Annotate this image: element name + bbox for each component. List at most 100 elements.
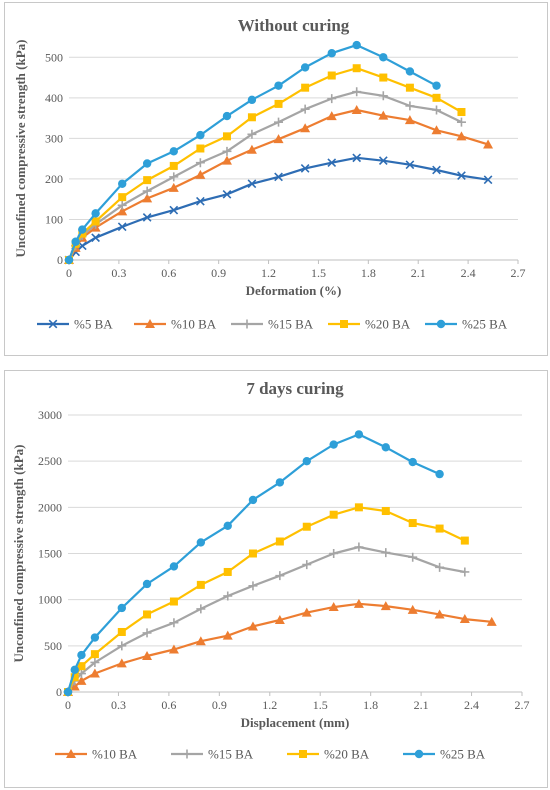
y-axis-title: Unconfined compressive strength (kPa) bbox=[13, 40, 28, 258]
data-point bbox=[91, 209, 100, 218]
data-point bbox=[142, 159, 152, 168]
data-point bbox=[327, 71, 336, 80]
legend-marker bbox=[182, 749, 192, 759]
series-line bbox=[67, 545, 466, 693]
chart-panel-without-curing: Without curing 0 100 200 300 400 500 0 0.3 0.6 0.9… bbox=[4, 2, 548, 356]
chart-7-days-curing: 7 days curing 0 500 1000 1500 2000 2500 3000 0 0.… bbox=[11, 379, 530, 762]
legend-label: %20 BA bbox=[365, 317, 411, 332]
data-point bbox=[142, 579, 152, 589]
data-point bbox=[431, 125, 442, 135]
data-point bbox=[300, 63, 310, 72]
data-point bbox=[169, 172, 179, 182]
data-point bbox=[327, 94, 337, 104]
y-tick-label: 2500 bbox=[38, 454, 62, 468]
legend-label: %15 BA bbox=[208, 747, 254, 762]
data-point bbox=[457, 108, 466, 117]
data-point bbox=[432, 93, 441, 102]
legend-marker bbox=[48, 319, 58, 329]
data-point bbox=[247, 113, 256, 122]
legend-label: %15 BA bbox=[268, 317, 314, 332]
legend-item: %10 BA bbox=[55, 747, 138, 762]
data-point bbox=[275, 571, 285, 581]
data-point bbox=[63, 687, 73, 697]
y-tick-label: 500 bbox=[44, 639, 62, 653]
y-tick-label: 0 bbox=[56, 685, 62, 699]
data-point bbox=[352, 153, 362, 163]
data-point bbox=[353, 598, 364, 608]
data-point bbox=[435, 524, 444, 533]
data-point bbox=[354, 503, 363, 512]
data-point bbox=[248, 581, 258, 591]
x-tick-label: 0.9 bbox=[212, 698, 227, 712]
data-point bbox=[432, 81, 441, 90]
data-point bbox=[71, 237, 80, 246]
data-point bbox=[300, 123, 311, 133]
x-tick-label: 2.7 bbox=[511, 266, 526, 280]
data-point bbox=[326, 111, 337, 121]
data-point bbox=[143, 176, 152, 185]
y-tick-label: 2000 bbox=[38, 500, 62, 514]
data-point bbox=[379, 73, 388, 82]
data-point bbox=[91, 217, 100, 226]
data-point bbox=[78, 225, 87, 234]
data-point bbox=[486, 616, 497, 626]
data-point bbox=[379, 53, 388, 62]
x-tick-label: 0.9 bbox=[211, 266, 226, 280]
y-tick-label: 200 bbox=[45, 172, 63, 186]
y-tick-label: 1500 bbox=[38, 547, 62, 561]
data-point bbox=[117, 603, 127, 613]
data-point bbox=[169, 597, 178, 606]
data-point bbox=[381, 548, 391, 558]
series-line bbox=[68, 156, 489, 261]
data-point bbox=[169, 618, 179, 628]
series-15-ba bbox=[64, 87, 466, 265]
data-point bbox=[222, 189, 232, 199]
data-point bbox=[274, 172, 283, 182]
chart-title: 7 days curing bbox=[246, 379, 344, 398]
data-point bbox=[405, 101, 415, 111]
data-point bbox=[195, 158, 205, 168]
chart-title: Without curing bbox=[238, 16, 350, 35]
legend-item: %25 BA bbox=[425, 317, 508, 332]
data-point bbox=[327, 158, 337, 168]
data-point bbox=[223, 591, 233, 601]
y-tick-label: 0 bbox=[57, 253, 63, 267]
data-point bbox=[456, 117, 466, 127]
legend-item: %25 BA bbox=[403, 747, 486, 762]
data-point bbox=[70, 673, 79, 682]
data-point bbox=[483, 139, 494, 149]
data-point bbox=[169, 562, 179, 571]
data-point bbox=[117, 222, 127, 232]
series-20-ba bbox=[64, 503, 469, 696]
legend-item: %20 BA bbox=[328, 317, 411, 332]
data-point bbox=[351, 104, 362, 114]
data-point bbox=[142, 650, 153, 660]
data-point bbox=[142, 213, 152, 222]
data-point bbox=[301, 83, 310, 92]
data-point bbox=[246, 144, 257, 154]
data-point bbox=[196, 580, 205, 589]
data-point bbox=[222, 111, 232, 121]
data-point bbox=[274, 117, 284, 127]
data-point bbox=[405, 67, 415, 76]
series-10-ba bbox=[64, 104, 494, 264]
series-25-ba bbox=[64, 40, 441, 265]
data-point bbox=[117, 641, 127, 651]
data-point bbox=[169, 205, 179, 215]
data-point bbox=[434, 609, 445, 619]
data-point bbox=[378, 110, 389, 120]
data-point bbox=[142, 193, 153, 203]
data-point bbox=[77, 650, 86, 660]
x-tick-label: 2.4 bbox=[461, 266, 476, 280]
data-point bbox=[378, 156, 388, 166]
x-tick-label: 0.3 bbox=[111, 266, 126, 280]
data-point bbox=[77, 662, 86, 671]
data-point bbox=[90, 650, 99, 659]
data-point bbox=[222, 146, 232, 156]
data-point bbox=[405, 160, 415, 170]
chart-without-curing: Without curing 0 100 200 300 400 500 0 0.3 0.6 0.9… bbox=[13, 16, 526, 332]
data-point bbox=[70, 665, 79, 675]
data-point bbox=[247, 129, 257, 139]
x-tick-label: 2.1 bbox=[411, 266, 426, 280]
data-point bbox=[169, 161, 178, 170]
